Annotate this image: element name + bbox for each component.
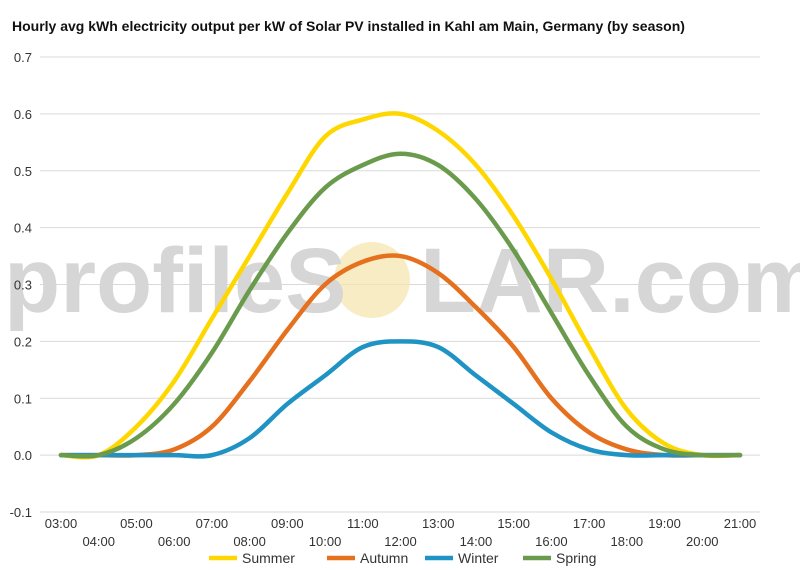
x-tick-label: 14:00 <box>460 534 493 549</box>
x-tick-label: 15:00 <box>497 516 530 531</box>
legend: Summer Autumn Winter Spring <box>209 550 596 566</box>
watermark: profileS LAR.com <box>4 230 800 332</box>
x-tick-label: 20:00 <box>686 534 719 549</box>
x-tick-label: 06:00 <box>158 534 191 549</box>
x-tick-label: 07:00 <box>196 516 229 531</box>
y-tick-label: 0.6 <box>14 107 32 122</box>
y-tick-label: 0.7 <box>14 50 32 65</box>
x-tick-label: 10:00 <box>309 534 342 549</box>
series-line-winter <box>58 339 743 459</box>
legend-label: Winter <box>458 550 499 566</box>
x-tick-label: 08:00 <box>233 534 266 549</box>
x-axis: 03:00 04:00 05:00 06:00 07:00 08:00 09:00 10:00… <box>45 516 757 549</box>
x-tick-label: 16:00 <box>535 534 568 549</box>
x-tick-label: 11:00 <box>347 516 379 531</box>
x-tick-label: 21:00 <box>724 516 757 531</box>
legend-label: Summer <box>242 550 295 566</box>
y-tick-label: 0.5 <box>14 164 32 179</box>
series-lines <box>58 111 743 460</box>
y-tick-label: 0.0 <box>14 448 32 463</box>
watermark-sun-icon <box>334 242 410 318</box>
x-tick-label: 12:00 <box>384 534 417 549</box>
y-axis: -0.1 0.0 0.1 0.2 0.3 0.4 0.5 0.6 0.7 <box>10 50 32 520</box>
x-tick-label: 19:00 <box>648 516 681 531</box>
series-line-summer <box>58 111 743 460</box>
x-tick-label: 04:00 <box>82 534 115 549</box>
y-tick-label: 0.2 <box>14 334 32 349</box>
legend-label: Autumn <box>360 550 408 566</box>
chart-title: Hourly avg kWh electricity output per kW… <box>12 18 685 34</box>
x-tick-label: 18:00 <box>611 534 644 549</box>
x-tick-label: 17:00 <box>573 516 606 531</box>
y-tick-label: 0.1 <box>14 391 32 406</box>
series-line-spring <box>58 151 743 459</box>
watermark-text-right: LAR.com <box>420 230 800 332</box>
y-tick-label: -0.1 <box>10 505 32 520</box>
legend-label: Spring <box>556 550 596 566</box>
y-tick-label: 0.3 <box>14 278 32 293</box>
x-tick-label: 03:00 <box>45 516 78 531</box>
x-tick-label: 13:00 <box>422 516 455 531</box>
series-line-autumn <box>58 253 743 458</box>
y-tick-label: 0.4 <box>14 221 32 236</box>
watermark-text-left: profileS <box>4 230 346 332</box>
x-tick-label: 05:00 <box>120 516 153 531</box>
x-tick-label: 09:00 <box>271 516 304 531</box>
